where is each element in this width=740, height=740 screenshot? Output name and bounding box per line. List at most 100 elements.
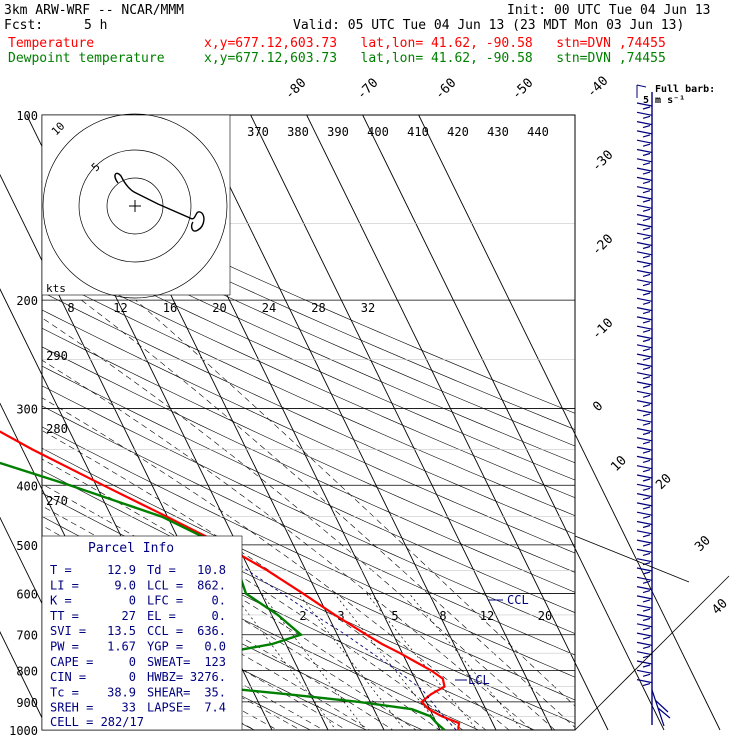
parcel-info-label: Td = xyxy=(147,563,176,577)
parcel-info-value: 27 xyxy=(122,609,136,623)
parcel-info-rows: T = 12.9 Td = 10.8 LI = 9.0 LCL = 862. K = 0 LFC =… xyxy=(50,563,226,729)
isotherm-label: 20 xyxy=(653,471,675,493)
mixing-ratio-line xyxy=(298,593,406,730)
isotherm-label: -20 xyxy=(589,232,616,259)
parcel-info-value: 0 xyxy=(129,655,136,669)
moist-adiabat xyxy=(42,359,533,730)
parcel-info-value: 35. xyxy=(204,685,226,699)
dry-adiabat xyxy=(42,224,575,464)
isotherm-line xyxy=(418,114,721,731)
dry-adiabat xyxy=(42,426,575,678)
parcel-info-label: SHEAR= xyxy=(147,685,190,699)
mixing-ratio-label: 5 xyxy=(391,609,398,623)
dry-adiabat xyxy=(42,291,575,535)
theta-label: 430 xyxy=(487,125,509,139)
moist-adiabat xyxy=(42,397,510,730)
hodograph-box xyxy=(41,114,231,296)
parcel-info-value: 0 xyxy=(129,670,136,684)
wind-barb xyxy=(636,139,653,147)
wind-barb xyxy=(636,204,653,212)
moist-adiabat xyxy=(42,525,394,730)
forecast-label: Fcst: xyxy=(4,18,44,33)
parcel-info-value: 862. xyxy=(197,578,226,592)
parcel-info-label: TT = xyxy=(50,609,79,623)
isotherm-label: -70 xyxy=(354,76,381,103)
dry-adiabat xyxy=(42,346,575,593)
parcel-info-label: LCL = xyxy=(147,578,183,592)
wind-barb xyxy=(636,409,653,417)
dry-adiabat xyxy=(42,365,575,613)
parcel-info-label: SVI = xyxy=(50,624,86,638)
isobar-label: 400 xyxy=(16,479,38,493)
wind-barb xyxy=(636,520,653,529)
wind-barb xyxy=(636,632,653,640)
parcel-info-box xyxy=(41,535,243,731)
wind-barb xyxy=(636,223,653,231)
mixing-ratio-label: 20 xyxy=(538,609,552,623)
wind-barb xyxy=(636,400,653,408)
theta-label: 400 xyxy=(367,125,389,139)
wind-barb xyxy=(636,214,653,222)
mixing-ratio-label: 8 xyxy=(439,609,446,623)
dry-adiabat xyxy=(42,274,575,516)
mixing-ratio-label: 12 xyxy=(480,609,494,623)
wind-barb xyxy=(636,437,653,445)
wind-barb xyxy=(636,567,653,575)
isotherm-label: -80 xyxy=(282,76,309,103)
wind-barb xyxy=(636,511,653,519)
isotherm-line xyxy=(362,114,665,731)
wind-barb xyxy=(636,576,653,584)
parcel-info-label: CCL = xyxy=(147,624,183,638)
isobar-label: 500 xyxy=(16,539,38,553)
wind-barb xyxy=(636,307,653,315)
isotherm-label: -10 xyxy=(589,316,616,343)
parcel-info-value: 0. xyxy=(212,594,226,608)
wind-barb xyxy=(636,167,653,175)
wind-barb xyxy=(636,465,653,473)
wind-barb xyxy=(636,251,653,259)
dry-adiabat xyxy=(42,240,575,481)
moist-adiabat-label: 8 xyxy=(67,301,74,315)
temperature-line xyxy=(0,430,461,731)
wind-barb xyxy=(636,186,653,194)
wind-barb xyxy=(636,148,653,157)
hodograph-ring xyxy=(78,149,192,263)
parcel-info-value: 7.4 xyxy=(204,701,226,715)
dry-adiabat xyxy=(42,309,575,554)
wind-barb-low xyxy=(651,689,671,727)
wind-barb xyxy=(636,604,653,612)
ccl-label: CCL xyxy=(507,593,529,607)
mixing-ratio-line xyxy=(366,593,478,730)
moist-adiabat xyxy=(135,299,575,707)
parcel-info-value: 13.5 xyxy=(107,624,136,638)
parcel-info-value: 12.9 xyxy=(107,563,136,577)
mixing-ratio-label: 2 xyxy=(299,609,306,623)
dry-adiabat xyxy=(42,591,312,730)
parcel-info-label: LI = xyxy=(50,578,79,592)
forecast-value: 5 h xyxy=(84,18,108,33)
parcel-info-label: CAPE = xyxy=(50,655,93,669)
parcel-info-value: 10.8 xyxy=(197,563,226,577)
mixing-ratio-label: 3 xyxy=(337,609,344,623)
wind-barbs xyxy=(574,92,730,731)
dewpoint-point-info: x,y=677.12,603.73 lat,lon= 41.62, -90.58… xyxy=(204,51,666,66)
parcel-info-value: 0. xyxy=(212,609,226,623)
mixing-ratio-line xyxy=(408,593,523,730)
parcel-info-label: PW = xyxy=(50,640,79,654)
isobar-label: 700 xyxy=(16,629,38,643)
full-barb-sample xyxy=(636,84,647,88)
wind-barb xyxy=(636,660,653,668)
temperature-legend: Temperature xyxy=(8,36,95,51)
moist-adiabat-label: 16 xyxy=(163,301,177,315)
wind-barb xyxy=(636,344,653,352)
moist-adiabat xyxy=(42,317,556,730)
isotherm-label: -40 xyxy=(584,74,611,101)
moist-adiabat-label: 20 xyxy=(212,301,226,315)
wind-barb xyxy=(636,641,653,649)
isotherm-label: 10 xyxy=(608,453,630,475)
isotherm-label: -50 xyxy=(509,76,536,103)
isotherm-line xyxy=(250,114,553,731)
dry-adiabat xyxy=(42,405,575,656)
dry-adiabat xyxy=(42,327,575,573)
